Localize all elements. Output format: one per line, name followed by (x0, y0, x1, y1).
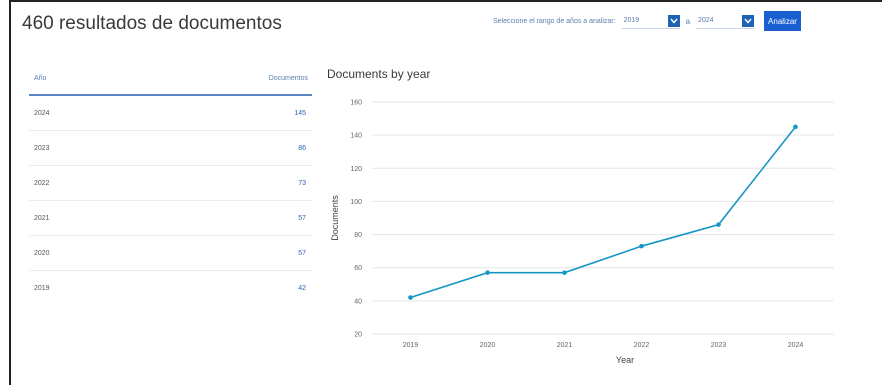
row-documents[interactable]: 57 (298, 214, 306, 222)
to-year-value: 2024 (698, 17, 714, 24)
range-separator: a (685, 16, 691, 26)
table-row: 2021 57 (29, 201, 312, 236)
data-point (716, 222, 721, 227)
table-row: 2023 86 (29, 131, 312, 166)
row-year: 2023 (34, 144, 50, 152)
data-point (562, 270, 567, 275)
documents-table: Año Documentos 2024 145 2023 86 2022 73 2021 57… (29, 62, 312, 306)
y-axis-title: Documents (330, 195, 340, 241)
row-documents[interactable]: 42 (298, 285, 306, 292)
from-year-select[interactable]: 2019 (621, 13, 680, 29)
page-title: 460 resultados de documentos (22, 13, 282, 34)
analyze-button[interactable]: Analizar (764, 11, 801, 31)
line-chart: 20 40 60 80 100 120 140 160 2019 2020 2021 2022 2023… (330, 100, 834, 365)
data-point (408, 295, 413, 300)
y-tick-label: 160 (350, 100, 362, 107)
chart-title: Documents by year (327, 67, 431, 81)
y-tick-label: 80 (354, 232, 362, 239)
data-point (639, 243, 644, 249)
to-year-select[interactable]: 2024 (696, 13, 755, 29)
chevron-down-icon (667, 14, 680, 27)
content-frame (9, 0, 882, 385)
column-header-year[interactable]: Año (34, 74, 47, 82)
row-documents[interactable]: 73 (298, 179, 306, 187)
table-row: 2020 57 (29, 236, 312, 271)
table-header: Año Documentos (29, 62, 312, 96)
data-point (793, 124, 798, 130)
row-year: 2020 (34, 249, 50, 257)
y-tick-label: 20 (354, 332, 362, 339)
x-tick-label: 2021 (557, 342, 573, 349)
x-tick-label: 2023 (711, 342, 727, 349)
year-range-selector: Seleccione el rango de años a analizar: … (493, 10, 801, 32)
chevron-down-icon (742, 14, 755, 27)
row-year: 2019 (34, 285, 50, 292)
table-row: 2022 73 (29, 166, 312, 201)
row-year: 2022 (34, 179, 50, 187)
row-documents[interactable]: 57 (298, 249, 306, 257)
y-tick-label: 120 (350, 166, 362, 173)
from-year-value: 2019 (623, 17, 640, 24)
y-tick-label: 40 (354, 298, 362, 305)
row-year: 2024 (34, 109, 50, 117)
x-tick-label: 2019 (403, 342, 419, 349)
series-line (410, 126, 797, 299)
column-header-documents[interactable]: Documentos (268, 74, 308, 82)
row-year: 2021 (34, 214, 50, 222)
x-axis-title: Year (616, 355, 634, 365)
table-row: 2019 42 (29, 271, 312, 306)
x-tick-label: 2024 (788, 342, 804, 349)
data-point (485, 270, 490, 275)
row-documents[interactable]: 145 (294, 109, 306, 117)
x-tick-label: 2022 (634, 342, 650, 349)
table-row: 2024 145 (29, 96, 312, 131)
y-tick-label: 140 (350, 133, 362, 140)
range-label: Seleccione el rango de años a analizar: (493, 17, 616, 25)
x-tick-label: 2020 (480, 342, 496, 349)
table-body: 2024 145 2023 86 2022 73 2021 57 2020 57 2019 42 (29, 96, 312, 306)
row-documents[interactable]: 86 (298, 144, 306, 152)
y-tick-label: 60 (354, 265, 362, 272)
y-tick-label: 100 (350, 199, 362, 206)
